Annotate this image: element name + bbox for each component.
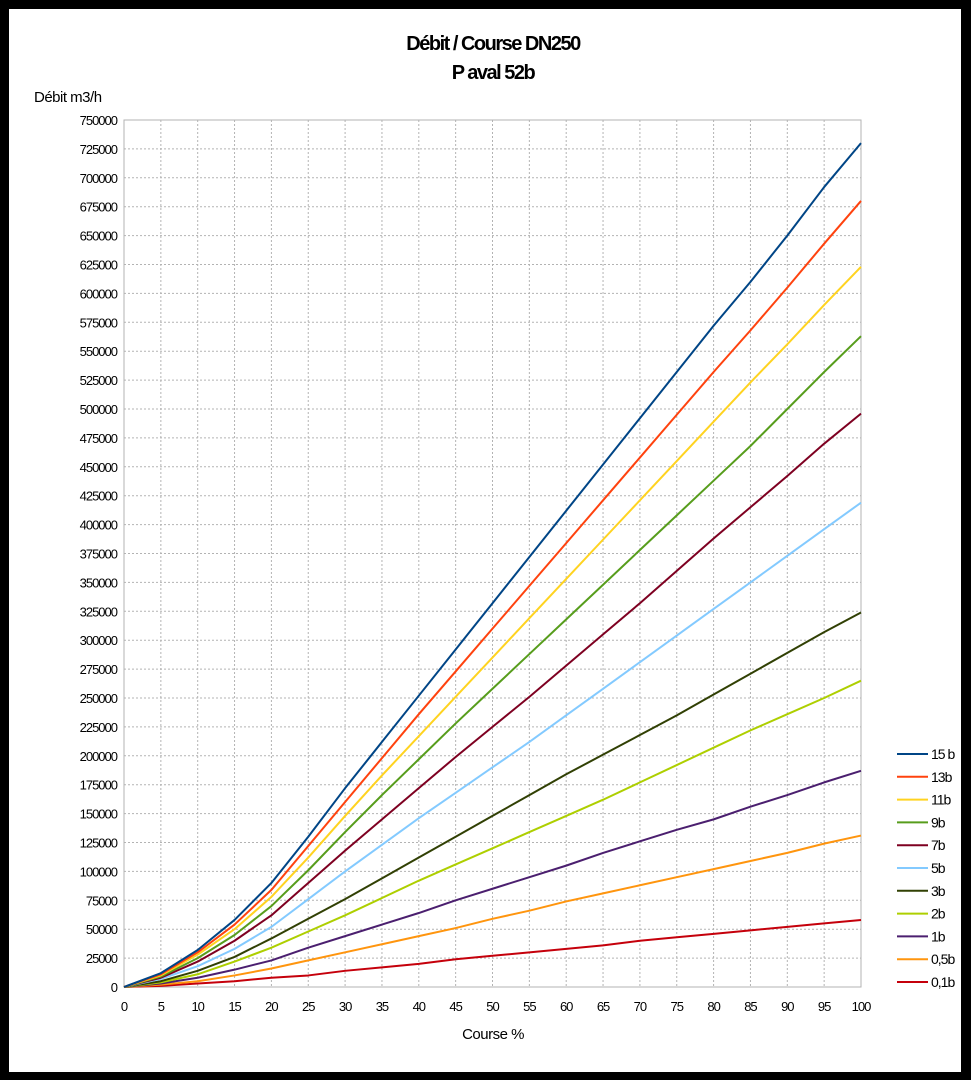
series-line-1b bbox=[123, 769, 862, 988]
y-tick-label: 250000 bbox=[80, 691, 118, 706]
legend-item: 7b bbox=[897, 837, 947, 853]
x-tick-label: 25 bbox=[302, 999, 315, 1014]
series-line-9b bbox=[123, 335, 862, 988]
grid bbox=[123, 119, 862, 988]
legend-label: 9b bbox=[931, 814, 946, 830]
series-line-11b bbox=[123, 266, 862, 988]
legend-label: 0,5b bbox=[931, 951, 955, 967]
x-tick-label: 75 bbox=[671, 999, 684, 1014]
series-line-0-5b bbox=[123, 834, 862, 988]
legend-item: 15 b bbox=[897, 746, 956, 762]
x-tick-label: 15 bbox=[228, 999, 241, 1014]
legend-label: 13b bbox=[931, 769, 953, 785]
legend-item: 11b bbox=[897, 792, 953, 808]
y-tick-label: 425000 bbox=[80, 489, 118, 504]
series-line-3b bbox=[123, 611, 862, 988]
legend-label: 15 b bbox=[931, 746, 955, 762]
y-tick-label: 550000 bbox=[80, 344, 118, 359]
x-tick-label: 90 bbox=[781, 999, 794, 1014]
x-tick-label: 30 bbox=[339, 999, 352, 1014]
y-tick-label: 450000 bbox=[80, 460, 118, 475]
x-tick-label: 60 bbox=[560, 999, 573, 1014]
legend-item: 2b bbox=[897, 906, 947, 922]
y-tick-label: 175000 bbox=[80, 778, 118, 793]
x-tick-label: 95 bbox=[818, 999, 831, 1014]
legend-label: 1b bbox=[931, 928, 946, 944]
y-axis-ticks: 0 25000 50000 75000 100000 125000 150000 175000… bbox=[80, 113, 119, 995]
y-tick-label: 200000 bbox=[80, 749, 118, 764]
y-tick-label: 0 bbox=[111, 980, 118, 995]
legend-item: 3b bbox=[897, 883, 947, 899]
y-tick-label: 50000 bbox=[86, 922, 118, 937]
y-tick-label: 300000 bbox=[80, 633, 118, 648]
x-tick-label: 80 bbox=[707, 999, 720, 1014]
x-tick-label: 70 bbox=[634, 999, 647, 1014]
legend-item: 5b bbox=[897, 860, 947, 876]
x-tick-label: 85 bbox=[744, 999, 757, 1014]
y-tick-label: 475000 bbox=[80, 431, 118, 446]
legend-item: 0,5b bbox=[897, 951, 956, 967]
y-tick-label: 600000 bbox=[80, 286, 118, 301]
x-tick-label: 45 bbox=[449, 999, 462, 1014]
chart-area: Débit / Course DN250 P aval 52b Débit m3… bbox=[9, 9, 961, 1072]
series-line-7b bbox=[123, 412, 862, 988]
x-tick-label: 5 bbox=[158, 999, 165, 1014]
series-line-15-b bbox=[123, 142, 862, 988]
x-tick-label: 65 bbox=[597, 999, 610, 1014]
y-tick-label: 625000 bbox=[80, 258, 118, 273]
y-tick-label: 275000 bbox=[80, 662, 118, 677]
y-tick-label: 500000 bbox=[80, 402, 118, 417]
y-tick-label: 25000 bbox=[86, 951, 118, 966]
y-axis-label: Débit m3/h bbox=[34, 89, 102, 106]
y-tick-label: 100000 bbox=[80, 864, 118, 879]
y-tick-label: 750000 bbox=[80, 113, 118, 128]
y-tick-label: 650000 bbox=[80, 229, 118, 244]
x-tick-label: 35 bbox=[376, 999, 389, 1014]
plot-border bbox=[123, 119, 862, 988]
y-tick-label: 325000 bbox=[80, 604, 118, 619]
y-tick-label: 375000 bbox=[80, 547, 118, 562]
legend-label: 11b bbox=[931, 792, 952, 808]
legend-item: 0,1b bbox=[897, 974, 956, 990]
x-axis-label: Course % bbox=[462, 1026, 524, 1043]
series-line-0-1b bbox=[123, 918, 862, 988]
series-lines bbox=[123, 142, 862, 988]
series-line-2b bbox=[123, 679, 862, 988]
y-tick-label: 525000 bbox=[80, 373, 118, 388]
x-tick-label: 100 bbox=[852, 999, 871, 1014]
legend-label: 3b bbox=[931, 883, 946, 899]
y-tick-label: 225000 bbox=[80, 720, 118, 735]
legend-label: 7b bbox=[931, 837, 946, 853]
line-chart: Débit / Course DN250 P aval 52b Débit m3… bbox=[34, 33, 956, 1043]
chart-title: Débit / Course DN250 bbox=[406, 33, 581, 55]
chart-subtitle: P aval 52b bbox=[452, 62, 536, 84]
legend-label: 5b bbox=[931, 860, 946, 876]
x-axis-ticks: 0 5 10 15 20 25 30 35 40 45 50 55 60 65 70 75 80 85 90 95 10… bbox=[121, 999, 872, 1014]
y-tick-label: 725000 bbox=[80, 142, 118, 157]
series-line-13b bbox=[123, 200, 862, 988]
x-tick-label: 20 bbox=[265, 999, 278, 1014]
y-tick-label: 150000 bbox=[80, 807, 118, 822]
legend-item: 1b bbox=[897, 928, 947, 944]
y-tick-label: 400000 bbox=[80, 518, 118, 533]
y-tick-label: 125000 bbox=[80, 836, 118, 851]
legend-item: 9b bbox=[897, 814, 947, 830]
x-tick-label: 10 bbox=[191, 999, 204, 1014]
x-tick-label: 40 bbox=[413, 999, 426, 1014]
x-tick-label: 50 bbox=[486, 999, 499, 1014]
x-tick-label: 0 bbox=[121, 999, 128, 1014]
y-tick-label: 75000 bbox=[86, 893, 118, 908]
legend-label: 0,1b bbox=[931, 974, 955, 990]
y-tick-label: 350000 bbox=[80, 575, 118, 590]
y-tick-label: 700000 bbox=[80, 171, 118, 186]
legend-item: 13b bbox=[897, 769, 954, 785]
series-line-5b bbox=[123, 501, 862, 988]
x-tick-label: 55 bbox=[523, 999, 536, 1014]
y-tick-label: 675000 bbox=[80, 200, 118, 215]
legend: 15 b 13b 11b 9b 7b 5b 3b 2b 1b 0,5b 0,1b bbox=[897, 746, 956, 990]
legend-label: 2b bbox=[931, 906, 946, 922]
y-tick-label: 575000 bbox=[80, 315, 118, 330]
